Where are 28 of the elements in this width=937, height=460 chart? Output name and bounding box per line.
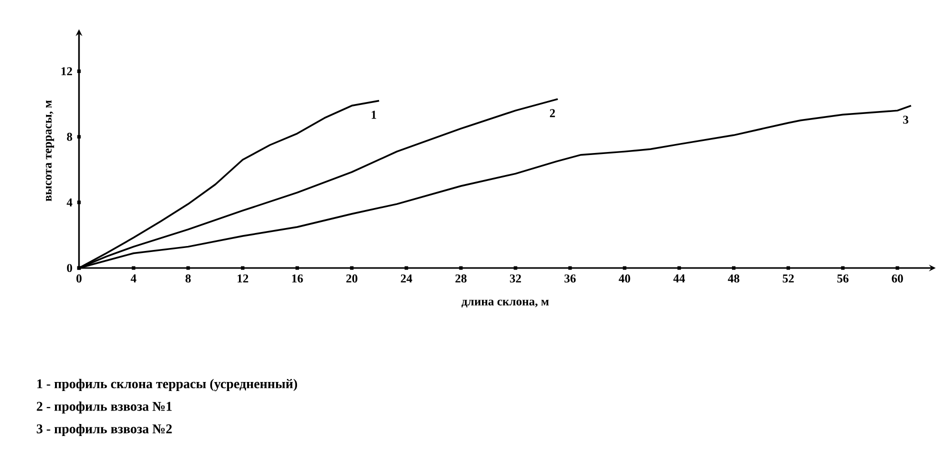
series-label: 3 <box>903 116 908 124</box>
x-tick-label: 40 <box>618 274 630 283</box>
text: 3 - профиль взвоза №2 <box>36 424 172 436</box>
y-tick-label: 0 <box>67 264 72 272</box>
x-tick-label: 52 <box>782 274 794 283</box>
x-tick-label: 48 <box>728 274 740 283</box>
x-tick-label: 20 <box>346 274 358 283</box>
x-tick-label: 28 <box>455 274 467 283</box>
y-tick-label: 4 <box>66 198 72 206</box>
x-tick-label: 36 <box>564 274 576 283</box>
x-tick-label: 12 <box>238 274 248 282</box>
y-tick-label: 12 <box>62 67 72 76</box>
y-axis-title: высота террасы, м <box>46 100 54 202</box>
y-tick-label: 8 <box>66 132 72 141</box>
text: 1 - профиль склона террасы (усредненный) <box>37 378 298 392</box>
x-tick-label: 4 <box>130 274 136 282</box>
x-tick-label: 8 <box>186 274 191 283</box>
x-tick-label: 0 <box>76 274 82 283</box>
x-tick-label: 44 <box>673 274 685 282</box>
x-axis-title: длина склона, м <box>462 300 549 308</box>
text: 2 - профиль взвоза №1 <box>36 401 172 414</box>
x-tick-label: 56 <box>837 274 848 283</box>
series-label: 1 <box>372 110 376 119</box>
x-tick-label: 16 <box>292 274 303 283</box>
series-label: 2 <box>550 109 555 118</box>
x-tick-label: 60 <box>892 274 903 283</box>
x-tick-label: 24 <box>400 274 412 282</box>
x-tick-label: 32 <box>510 274 521 283</box>
